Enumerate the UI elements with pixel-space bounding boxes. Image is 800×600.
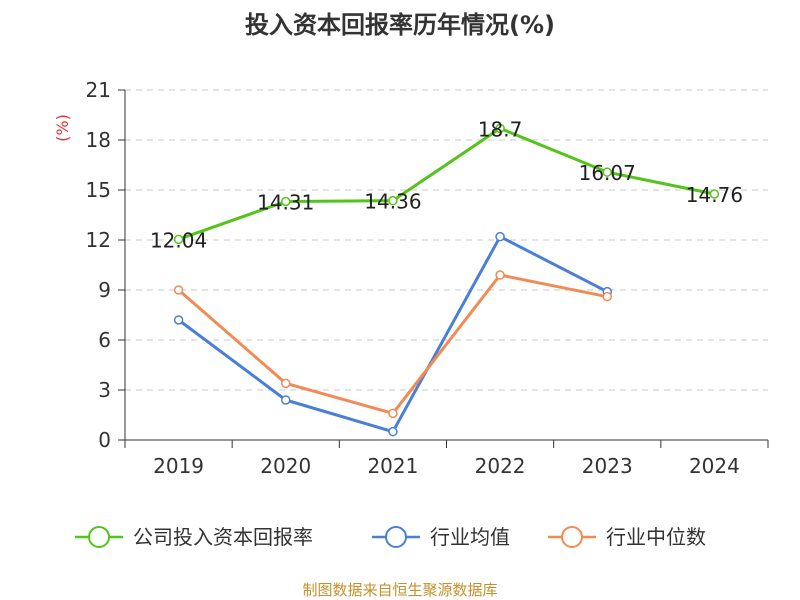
x-tick-label: 2021 — [367, 454, 418, 478]
y-tick-label: 12 — [86, 228, 111, 252]
point-2-0 — [173, 285, 184, 295]
chart-title: 投入资本回报率历年情况(%) — [245, 11, 555, 39]
data-label: 18.7 — [478, 117, 523, 141]
x-tick-label: 2024 — [689, 454, 740, 478]
point-0-0 — [173, 234, 184, 245]
point-0-5 — [709, 189, 720, 199]
point-0-1 — [281, 196, 291, 207]
series-line-1 — [177, 235, 608, 434]
data-label: 16.07 — [579, 161, 636, 185]
x-tick-label: 2019 — [153, 454, 204, 478]
data-labels: 12.04 14.31 14.36 18.7 16.07 14.76 — [150, 117, 743, 252]
point-2-3 — [495, 270, 505, 280]
legend-marker — [88, 526, 110, 548]
point-0-4 — [602, 167, 612, 177]
data-label: 14.36 — [364, 190, 421, 214]
point-2-2 — [388, 408, 398, 419]
legend-label: 公司投入资本回报率 — [133, 525, 313, 549]
source-note: 制图数据来自恒生聚源数据库 — [302, 581, 497, 599]
point-0-3 — [495, 123, 505, 134]
series — [173, 123, 720, 437]
y-tick-label: 0 — [98, 428, 111, 452]
x-tick-label: 2023 — [582, 454, 633, 478]
legend-marker — [561, 526, 583, 548]
y-tick-label: 18 — [86, 128, 111, 152]
data-label: 14.76 — [686, 183, 743, 207]
point-2-1 — [281, 378, 291, 389]
point-1-2 — [388, 426, 398, 437]
data-label: 14.31 — [257, 191, 314, 215]
legend-marker — [385, 526, 407, 548]
point-1-3 — [495, 231, 505, 242]
y-tick-label: 9 — [98, 278, 111, 302]
y-tick-label: 21 — [86, 78, 111, 102]
y-tick-label: 3 — [98, 378, 111, 402]
point-2-4 — [602, 291, 612, 302]
data-label: 12.04 — [150, 228, 207, 252]
series-line-2 — [177, 273, 608, 415]
point-1-1 — [281, 395, 291, 405]
x-tick-label: 2020 — [260, 454, 311, 478]
legend[interactable]: 公司投入资本回报率 行业均值 行业中位数 — [75, 525, 706, 549]
x-tick-label: 2022 — [475, 454, 526, 478]
gridlines — [125, 89, 768, 391]
legend-label: 行业中位数 — [606, 525, 706, 549]
y-tick-label: 6 — [98, 328, 111, 352]
y-axis-label: (%) — [53, 114, 72, 142]
point-0-2 — [388, 195, 398, 206]
legend-label: 行业均值 — [430, 525, 510, 549]
axes: 0 3 6 9 12 15 18 21 2019 2020 2021 2022 2023 2024 — [86, 78, 769, 478]
y-tick-label: 15 — [86, 178, 111, 202]
series-line-0 — [178, 126, 715, 241]
point-1-0 — [173, 315, 184, 325]
